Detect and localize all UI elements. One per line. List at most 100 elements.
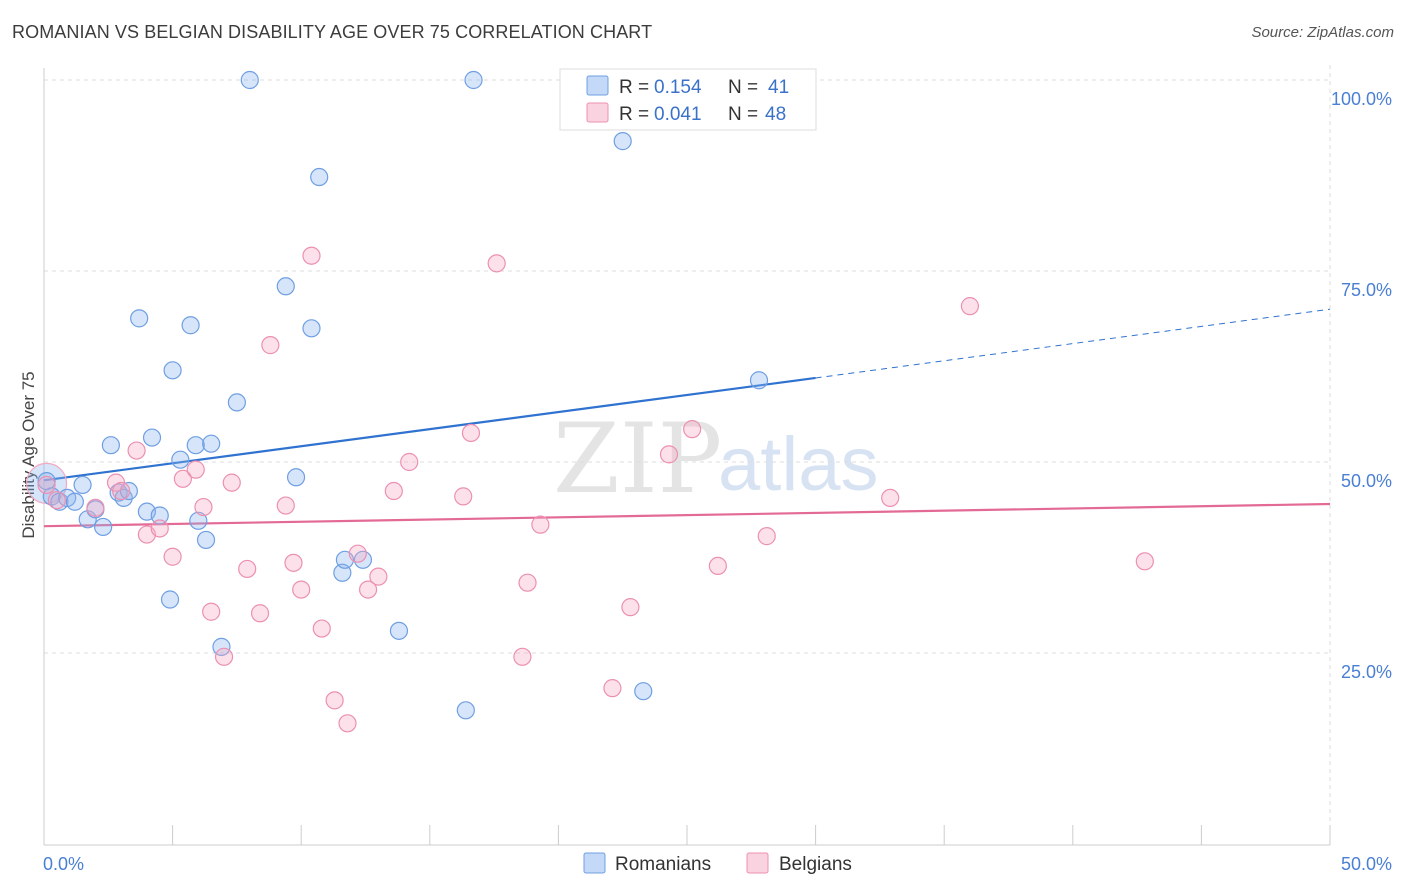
y-tick-label: 25.0% bbox=[1341, 662, 1392, 682]
series-swatch-romanians bbox=[583, 852, 606, 874]
legend-swatch-belgians bbox=[586, 102, 609, 123]
trend-line-extension bbox=[815, 308, 1331, 379]
point-belgians bbox=[603, 679, 622, 698]
point-romanians bbox=[202, 434, 221, 453]
y-tick-label: 50.0% bbox=[1341, 471, 1392, 491]
point-belgians bbox=[312, 619, 331, 638]
point-belgians bbox=[222, 473, 241, 492]
legend-n-value-belgians: 48 bbox=[765, 104, 786, 125]
tick-labels: 25.0% 50.0% 75.0% 100.0% 0.0% 50.0% bbox=[43, 89, 1392, 874]
point-belgians bbox=[338, 714, 357, 733]
point-belgians bbox=[186, 460, 205, 479]
point-belgians bbox=[47, 491, 66, 510]
series-label-romanians: Romanians bbox=[615, 854, 711, 875]
point-romanians bbox=[613, 132, 632, 151]
data-points bbox=[25, 70, 1154, 733]
legend-swatch-romanians bbox=[586, 75, 609, 96]
point-belgians bbox=[250, 604, 270, 623]
point-belgians bbox=[325, 691, 344, 710]
point-belgians bbox=[400, 452, 419, 472]
point-belgians bbox=[214, 647, 234, 666]
point-belgians bbox=[37, 475, 56, 495]
legend-r-value-belgians: 0.041 bbox=[654, 104, 702, 125]
point-belgians bbox=[708, 556, 727, 576]
point-romanians bbox=[302, 319, 321, 338]
correlation-legend: R = 0.154 N = 41 R = 0.041 N = 48 bbox=[559, 68, 817, 131]
point-belgians bbox=[86, 498, 105, 517]
watermark-atlas: atlas bbox=[718, 422, 879, 507]
point-belgians bbox=[369, 567, 388, 586]
point-romanians bbox=[196, 530, 216, 550]
point-belgians bbox=[621, 598, 640, 617]
point-romanians bbox=[142, 428, 162, 447]
watermark-zip: ZIP bbox=[553, 403, 722, 515]
point-belgians bbox=[659, 445, 679, 464]
point-belgians bbox=[1135, 552, 1154, 571]
point-belgians bbox=[292, 580, 311, 599]
point-romanians bbox=[456, 701, 475, 720]
point-romanians bbox=[119, 481, 138, 501]
legend-r-value-romanians: 0.154 bbox=[654, 77, 702, 98]
point-belgians bbox=[960, 297, 980, 316]
point-romanians bbox=[171, 450, 190, 469]
x-tick-label: 0.0% bbox=[43, 854, 84, 874]
point-belgians bbox=[202, 602, 221, 621]
point-belgians bbox=[358, 580, 378, 599]
axes bbox=[43, 68, 1331, 846]
point-romanians bbox=[160, 590, 180, 609]
point-romanians bbox=[189, 511, 208, 530]
point-belgians bbox=[757, 527, 776, 546]
point-belgians bbox=[276, 496, 295, 515]
point-belgians bbox=[194, 497, 213, 517]
point-romanians bbox=[749, 371, 769, 390]
point-romanians bbox=[181, 316, 200, 335]
y-tick-label: 100.0% bbox=[1331, 89, 1392, 109]
point-belgians bbox=[513, 647, 532, 666]
legend-n-label: N = bbox=[728, 104, 758, 125]
point-romanians bbox=[634, 682, 653, 701]
legend-r-label: R = bbox=[619, 104, 649, 125]
point-belgians bbox=[454, 487, 473, 506]
source-credit: Source: ZipAtlas.com bbox=[1251, 24, 1394, 41]
point-belgians bbox=[384, 481, 403, 501]
point-romanians bbox=[227, 393, 246, 412]
series-swatch-belgians bbox=[746, 852, 769, 874]
point-romanians bbox=[73, 475, 92, 495]
point-belgians bbox=[302, 246, 321, 265]
point-romanians bbox=[276, 277, 295, 296]
point-romanians bbox=[186, 436, 205, 455]
point-belgians bbox=[518, 573, 537, 592]
point-belgians bbox=[112, 481, 131, 501]
point-belgians bbox=[163, 547, 182, 566]
x-tick-label: 50.0% bbox=[1341, 854, 1392, 874]
point-romanians bbox=[286, 468, 306, 487]
point-romanians bbox=[464, 70, 483, 90]
point-belgians bbox=[881, 488, 900, 508]
point-romanians bbox=[65, 492, 84, 511]
point-belgians bbox=[683, 420, 702, 439]
legend-n-value-romanians: 41 bbox=[768, 77, 789, 98]
point-belgians bbox=[461, 423, 481, 443]
series-legend: Romanians Belgians bbox=[583, 852, 852, 875]
point-belgians bbox=[173, 469, 192, 488]
point-belgians bbox=[261, 336, 280, 355]
point-belgians bbox=[284, 553, 303, 572]
point-belgians bbox=[127, 441, 146, 460]
point-belgians bbox=[487, 254, 506, 273]
point-romanians bbox=[163, 361, 182, 380]
point-belgians bbox=[238, 559, 257, 579]
point-romanians bbox=[150, 506, 169, 525]
point-romanians bbox=[101, 436, 120, 455]
point-belgians bbox=[348, 544, 367, 563]
series-label-belgians: Belgians bbox=[779, 854, 852, 875]
watermark: ZIP atlas bbox=[553, 403, 879, 515]
chart-title: ROMANIAN VS BELGIAN DISABILITY AGE OVER … bbox=[12, 22, 653, 42]
point-romanians bbox=[94, 517, 113, 537]
trend-line-belgians bbox=[43, 502, 1331, 528]
y-axis-title: Disability Age Over 75 bbox=[19, 371, 38, 538]
point-romanians bbox=[130, 309, 149, 328]
point-belgians bbox=[531, 515, 550, 534]
legend-n-label: N = bbox=[728, 77, 758, 98]
